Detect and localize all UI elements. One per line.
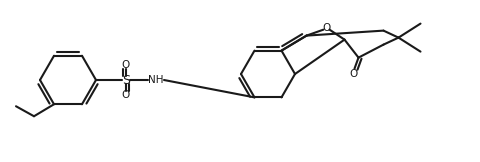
Text: O: O	[122, 90, 130, 100]
Text: NH: NH	[148, 75, 164, 85]
Text: O: O	[349, 69, 358, 79]
Text: O: O	[323, 23, 331, 33]
Text: S: S	[122, 74, 130, 87]
Text: O: O	[122, 60, 130, 70]
